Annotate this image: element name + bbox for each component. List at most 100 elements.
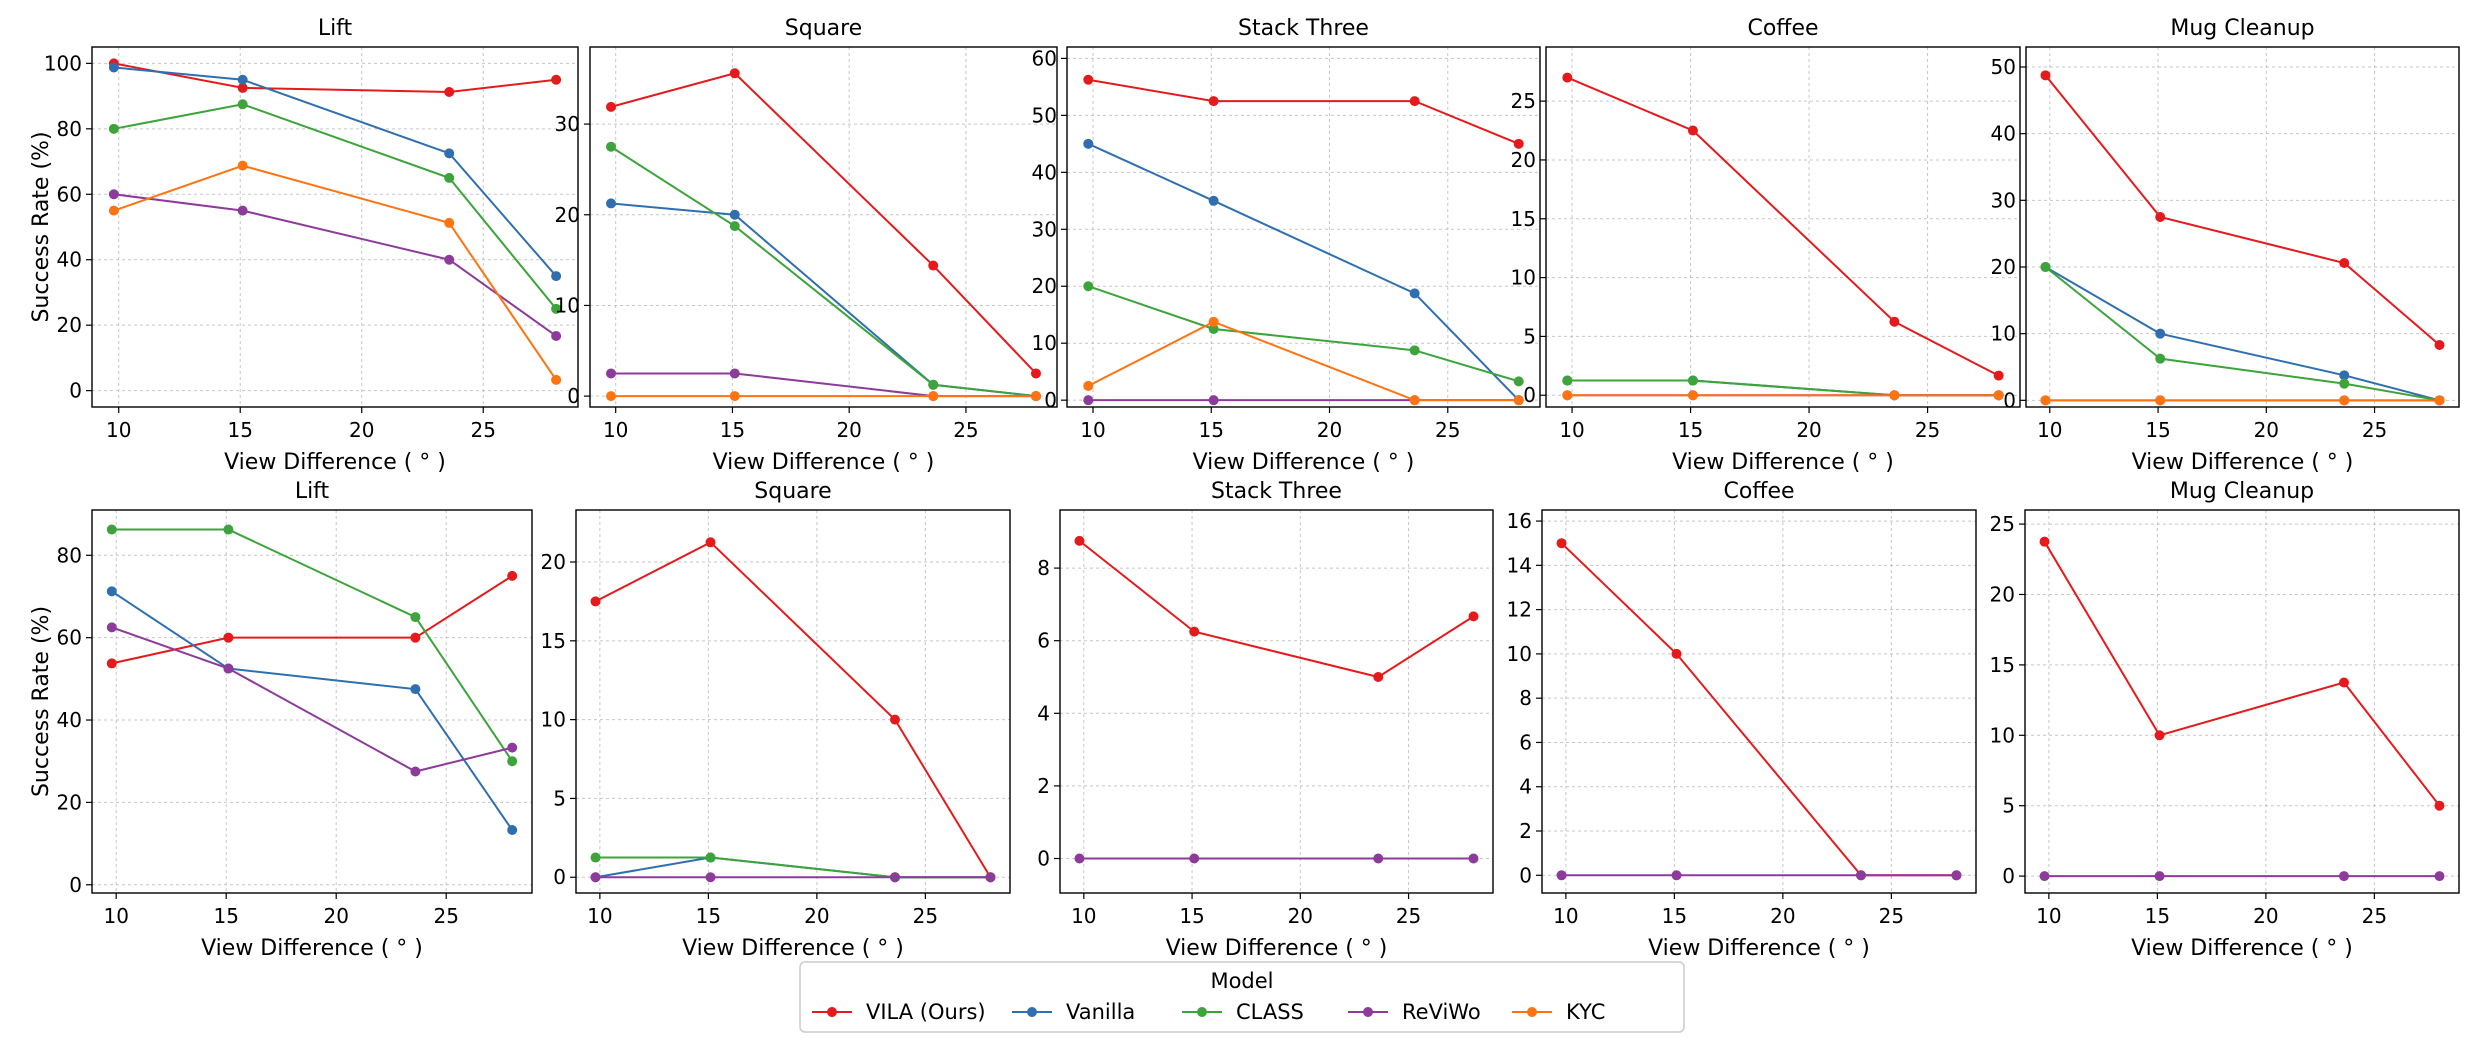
data-point: [1208, 323, 1219, 334]
legend-item: ReViWo: [1348, 1000, 1481, 1024]
data-point: [1030, 391, 1041, 402]
x-tick-label: 20: [836, 418, 861, 442]
y-tick-label: 30: [1032, 217, 1057, 241]
series-line-vila-ours-: [2044, 74, 2441, 346]
data-point: [985, 872, 996, 883]
data-point: [1993, 390, 2004, 401]
legend-marker: [1027, 1007, 1037, 1017]
y-tick-label: 6: [1519, 730, 1532, 754]
data-point: [507, 570, 518, 581]
x-tick-label: 10: [103, 904, 128, 928]
data-point: [1671, 648, 1682, 659]
x-axis-label: View Difference ( ° ): [1166, 936, 1388, 961]
subplot-title: Stack Three: [1211, 479, 1342, 504]
subplot-title: Lift: [295, 479, 330, 504]
data-point: [729, 368, 740, 379]
data-point: [1409, 96, 1420, 107]
legend-item: VILA (Ours): [812, 1000, 986, 1024]
data-point: [928, 379, 939, 390]
y-tick-label: 20: [57, 790, 82, 814]
y-tick-label: 4: [1037, 701, 1050, 725]
data-point: [551, 271, 562, 282]
series-line-vanilla: [1087, 142, 1520, 401]
subplot-6: 10 15 20 25 0 5 10 15 20 Square View Difference ( …: [541, 479, 1011, 961]
data-point: [1562, 72, 1573, 83]
legend-marker: [1197, 1007, 1207, 1017]
data-point: [444, 148, 455, 159]
series-line-vila-ours-: [113, 62, 557, 94]
y-tick-label: 20: [57, 313, 82, 337]
axes-frame: [589, 46, 1058, 408]
y-tick-label: 0: [553, 865, 566, 889]
data-point: [2434, 871, 2445, 882]
data-point: [2338, 677, 2349, 688]
data-point: [237, 99, 248, 110]
y-tick-label: 10: [1511, 266, 1536, 290]
data-point: [551, 374, 562, 385]
axes-frame: [1059, 509, 1494, 894]
y-tick-label: 0: [567, 384, 580, 408]
series-line-class: [113, 103, 557, 310]
data-point: [1189, 853, 1200, 864]
data-point: [1889, 316, 1900, 327]
data-point: [1687, 125, 1698, 136]
axes-frame: [91, 509, 533, 894]
data-point: [729, 221, 740, 232]
x-tick-label: 15: [696, 904, 721, 928]
data-point: [2040, 262, 2051, 272]
data-point: [889, 714, 900, 725]
y-tick-label: 0: [2002, 864, 2015, 888]
data-point: [1409, 395, 1420, 406]
y-tick-label: 60: [57, 182, 82, 206]
x-axis-label: View Difference ( ° ): [224, 450, 446, 475]
subplot-3: 10 15 20 25 0 5 10 15 20 25 Coffee View Difference …: [1511, 16, 2021, 475]
y-tick-label: 0: [69, 873, 82, 897]
data-point: [223, 663, 234, 674]
series-line-class: [1567, 379, 1999, 397]
legend-label: CLASS: [1236, 1000, 1304, 1024]
data-point: [223, 524, 234, 535]
data-point: [551, 74, 562, 85]
data-point: [606, 101, 617, 112]
x-tick-label: 20: [2254, 418, 2279, 442]
data-point: [590, 872, 601, 883]
y-tick-label: 40: [1032, 160, 1057, 184]
data-point: [444, 217, 455, 228]
data-point: [1468, 611, 1479, 622]
data-point: [1074, 535, 1085, 546]
legend-box: [799, 961, 1685, 1033]
legend-marker: [827, 1007, 837, 1017]
subplot-title: Mug Cleanup: [2170, 479, 2314, 504]
legend-item: Vanilla: [1012, 1000, 1135, 1024]
legend-label: ReViWo: [1402, 1000, 1481, 1024]
data-point: [1409, 345, 1420, 356]
x-axis-label: View Difference ( ° ): [1648, 936, 1870, 961]
data-point: [507, 756, 518, 767]
data-point: [1208, 195, 1219, 206]
x-tick-label: 10: [1080, 418, 1105, 442]
y-tick-label: 14: [1507, 553, 1532, 577]
y-tick-label: 40: [57, 708, 82, 732]
data-point: [237, 205, 248, 216]
x-tick-label: 20: [323, 904, 348, 928]
subplot-9: 10 15 20 25 0 5 10 15 20 25 Mug Cleanup View Differ…: [1990, 479, 2460, 961]
subplot-title: Square: [785, 16, 862, 41]
data-point: [237, 74, 248, 85]
data-point: [2434, 340, 2445, 350]
data-point: [1083, 138, 1094, 149]
y-tick-label: 10: [1507, 642, 1532, 666]
series-line-class: [1087, 285, 1520, 383]
series-line-vila-ours-: [595, 541, 992, 878]
series-line-class: [111, 528, 514, 762]
x-tick-label: 25: [913, 904, 938, 928]
series-line-vila-ours-: [610, 72, 1037, 375]
data-point: [507, 742, 518, 753]
y-tick-label: 0: [69, 379, 82, 403]
legend-title: Model: [1210, 969, 1273, 993]
data-point: [444, 254, 455, 265]
data-point: [551, 303, 562, 314]
axes-frame: [575, 509, 1011, 894]
